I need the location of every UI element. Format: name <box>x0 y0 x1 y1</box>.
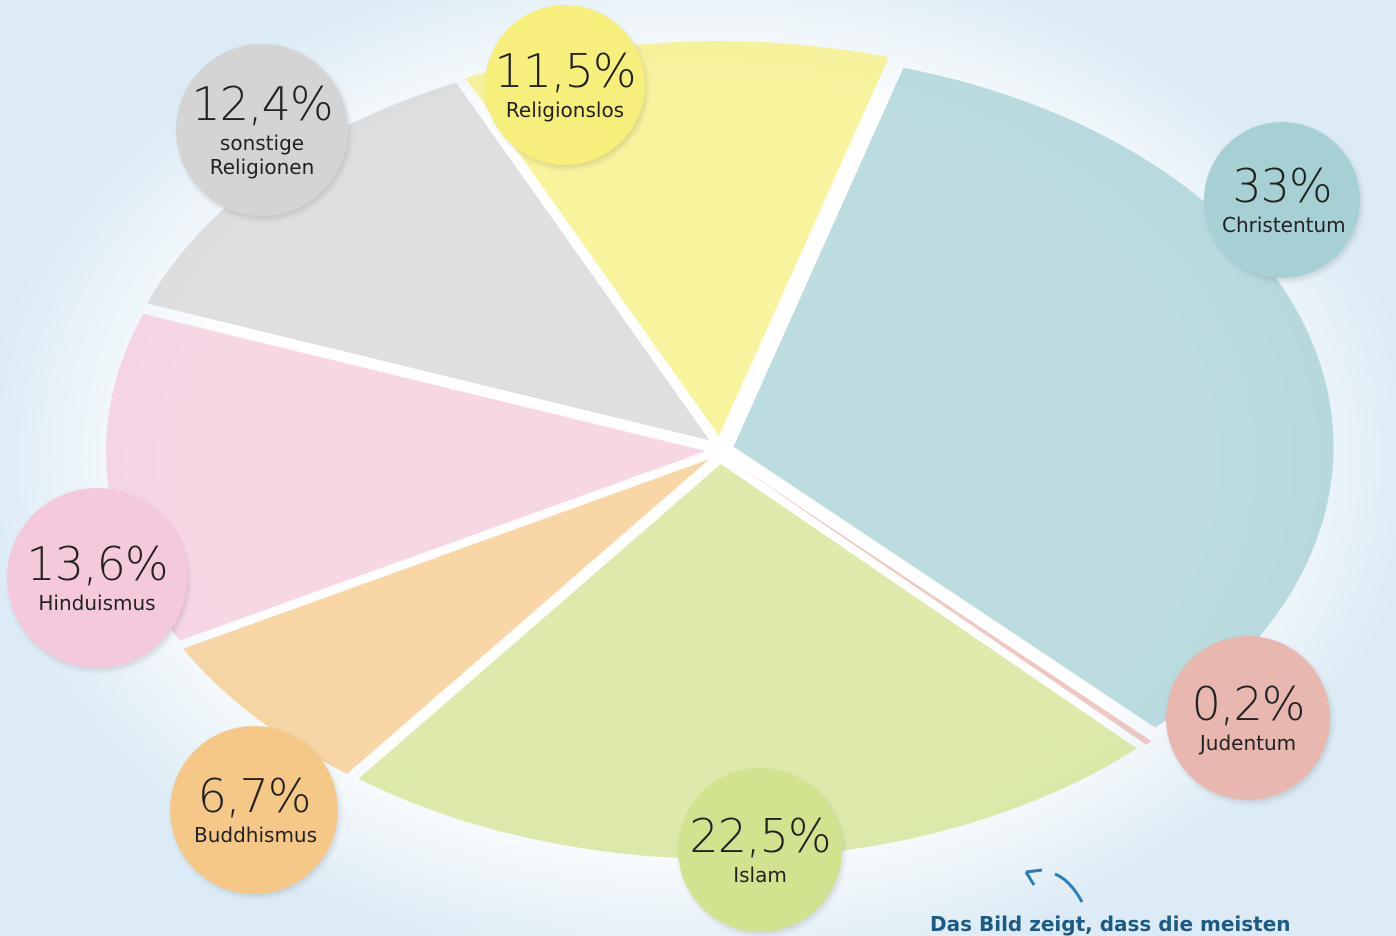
label-bubble: 13,6% Hinduismus <box>7 488 187 668</box>
label-bubble: 33% Christentum <box>1204 122 1360 278</box>
category-label: sonstige Religionen <box>202 131 322 179</box>
category-label: Islam <box>733 863 787 887</box>
value-label: 6,7% <box>198 773 311 819</box>
value-label: 13,6% <box>26 541 167 587</box>
label-bubble: 22,5% Islam <box>678 768 842 932</box>
arrow <box>1055 874 1082 902</box>
value-label: 22,5% <box>689 813 830 859</box>
arrow-head <box>1026 870 1042 885</box>
label-bubble: 0,2% Judentum <box>1166 636 1330 800</box>
category-label: Judentum <box>1200 731 1296 755</box>
value-label: 0,2% <box>1192 681 1305 727</box>
category-label: Hinduismus <box>38 591 155 615</box>
page: Das Bild zeigt, dass die meisten (() => … <box>0 0 1396 934</box>
value-label: 11,5% <box>494 48 635 94</box>
caption: Das Bild zeigt, dass die meisten <box>930 912 1291 936</box>
category-label: Religionslos <box>506 98 624 122</box>
value-label: 12,4% <box>191 81 332 127</box>
value-label: 33% <box>1232 163 1331 209</box>
label-bubble: 12,4%sonstige Religionen <box>176 44 348 216</box>
category-label: Christentum <box>1222 213 1342 237</box>
label-bubble: 11,5% Religionslos <box>485 5 645 165</box>
label-bubble: 6,7% Buddhismus <box>170 726 338 894</box>
category-label: Buddhismus <box>194 823 314 847</box>
